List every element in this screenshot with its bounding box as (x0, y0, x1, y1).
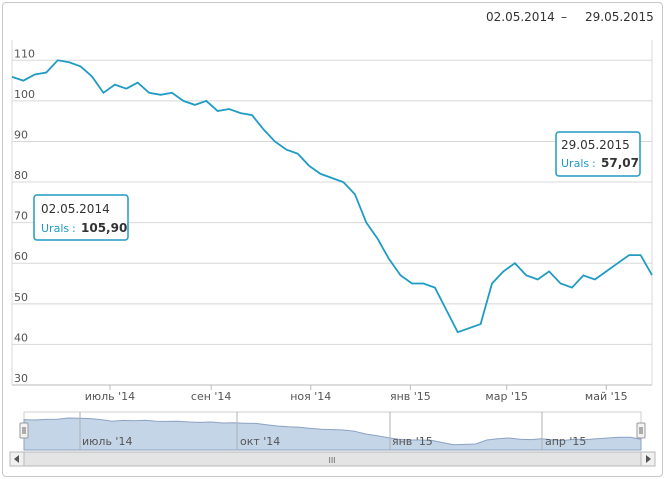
scrollbar[interactable]: III (9, 451, 656, 467)
navigator[interactable]: июль '14 окт '14 янв '15 апр '15 (19, 411, 646, 451)
y-tick-label: 50 (14, 291, 28, 304)
tooltip-end-date: 29.05.2015 (561, 138, 630, 152)
y-tick-label: 80 (14, 169, 28, 182)
y-tick-label: 110 (14, 47, 35, 60)
scrollbar-grip: III (328, 456, 335, 465)
navigator-label-jan15: янв '15 (392, 435, 433, 448)
navigator-handle-right[interactable] (636, 422, 646, 439)
tooltip-end-value: 57,07 (601, 156, 639, 170)
tooltip-start-sep: : (72, 222, 76, 235)
navigator-handle-left[interactable] (19, 422, 29, 439)
tooltip-end-sep: : (592, 157, 596, 170)
series-line-urals[interactable] (11, 59, 653, 334)
tooltip-start-series: Urals (41, 222, 69, 235)
tooltip-end-series: Urals (561, 157, 589, 170)
tooltip-start: 02.05.2014 Urals : 105,90 (33, 194, 129, 241)
tooltip-end: 29.05.2015 Urals : 57,07 (555, 131, 641, 177)
navigator-label-jul14: июль '14 (82, 435, 132, 448)
tooltip-start-date: 02.05.2014 (41, 202, 110, 216)
y-tick-label: 90 (14, 128, 28, 141)
x-tick-label: мар '15 (485, 390, 528, 403)
grid-lines (11, 40, 653, 386)
tooltip-start-value: 105,90 (81, 221, 127, 235)
scroll-left-arrow-icon[interactable] (9, 451, 25, 467)
y-tick-label: 70 (14, 210, 28, 223)
x-tick-label: янв '15 (390, 390, 431, 403)
navigator-area (23, 417, 642, 451)
y-tick-label: 40 (14, 331, 28, 344)
y-axis-tick-labels: 30 40 50 60 70 80 90 100 110 (14, 47, 35, 385)
x-tick-label: июль '14 (85, 390, 135, 403)
range-to-date[interactable]: 29.05.2015 (585, 10, 654, 24)
y-tick-label: 60 (14, 250, 28, 263)
y-tick-label: 30 (14, 372, 28, 385)
x-tick-label: сен '14 (191, 390, 232, 403)
scroll-right-arrow-icon[interactable] (640, 451, 656, 467)
y-tick-label: 100 (14, 88, 35, 101)
range-from-date[interactable]: 02.05.2014 (486, 10, 555, 24)
range-separator: – (561, 10, 567, 24)
x-axis-tick-labels: июль '14 сен '14 ноя '14 янв '15 мар '15 май … (85, 385, 628, 403)
x-tick-label: ноя '14 (290, 390, 331, 403)
navigator-label-oct14: окт '14 (240, 435, 280, 448)
navigator-label-apr15: апр '15 (545, 435, 586, 448)
x-tick-label: май '15 (585, 390, 628, 403)
